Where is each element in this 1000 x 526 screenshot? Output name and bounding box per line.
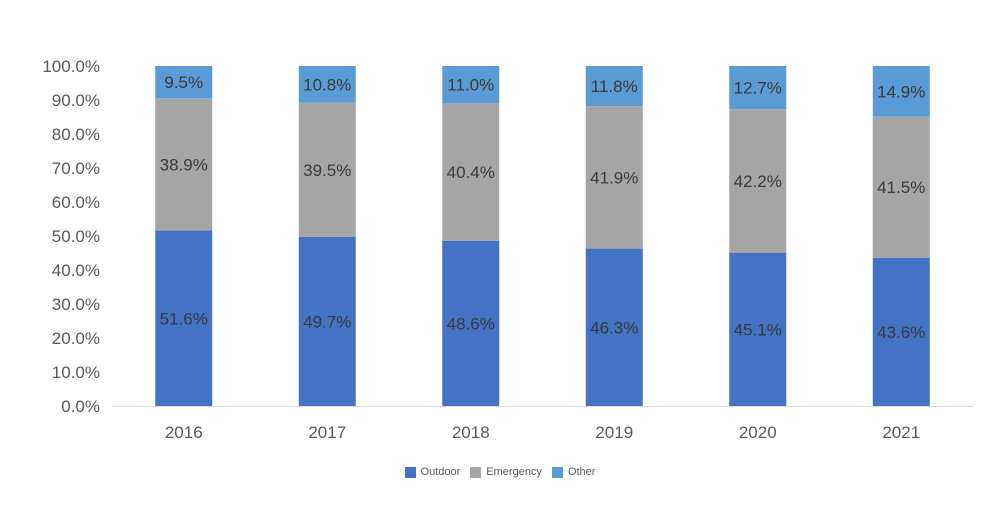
bar-segment-emergency [872,116,930,258]
legend-swatch [551,466,563,478]
y-tick-label: 30.0% [52,295,100,314]
bar-segment-other [872,66,930,117]
legend-label: Emergency [486,466,542,478]
data-label: 11.8% [591,77,638,96]
bar-segment-emergency [298,102,356,238]
data-label: 45.1% [734,320,782,339]
y-tick-label: 10.0% [52,363,100,382]
data-label: 41.5% [877,178,925,197]
bar-segment-other [585,66,643,107]
y-tick-label: 0.0% [61,397,100,416]
bar-segment-emergency [442,103,500,241]
data-label: 49.7% [303,313,351,332]
y-tick-label: 100.0% [42,57,100,76]
bar-segment-outdoor [729,252,787,406]
x-tick-label: 2016 [165,423,203,442]
y-tick-label: 70.0% [52,159,100,178]
legend-item-outdoor: Outdoor [404,466,461,478]
y-tick-label: 40.0% [52,261,100,280]
bar-segment-outdoor [872,257,930,406]
bar-segment-emergency [155,98,213,231]
y-tick-label: 50.0% [52,227,100,246]
bar-segment-emergency [729,109,787,253]
data-label: 12.7% [734,79,782,98]
x-tick-label: 2020 [739,423,777,442]
x-tick-label: 2019 [595,423,633,442]
data-label: 9.5% [164,73,203,92]
bars: 51.6% 38.9% 9.5% 49.7% 39.5% 10.8% 48.6% 40.4% 1… [155,66,930,406]
bar-segment-other [729,66,787,110]
bar-segment-outdoor [442,240,500,406]
legend-item-other: Other [551,466,596,478]
data-label: 42.2% [734,172,782,191]
y-tick-label: 60.0% [52,193,100,212]
legend-swatch [404,466,416,478]
y-tick-label: 20.0% [52,329,100,348]
legend: Outdoor Emergency Other [0,466,1000,478]
data-label: 39.5% [303,161,351,180]
bar-segment-outdoor [298,237,356,406]
data-label: 48.6% [447,314,495,333]
bar-segment-other [442,66,500,104]
legend-item-emergency: Emergency [470,466,542,478]
data-label: 46.3% [590,318,638,337]
legend-label: Other [567,466,596,478]
data-label: 43.6% [877,323,925,342]
x-tick-label: 2018 [452,423,490,442]
legend-swatch [470,466,482,478]
bar-segment-other [155,66,213,99]
y-tick-label: 90.0% [52,91,100,110]
data-label: 38.9% [160,155,208,174]
y-tick-label: 80.0% [52,125,100,144]
bar-segment-outdoor [155,230,213,406]
bar-segment-other [298,66,356,103]
data-label: 11.0% [447,76,494,95]
x-tick-label: 2017 [308,423,346,442]
y-axis: 0.0% 10.0% 20.0% 30.0% 40.0% 50.0% 60.0% 70.0% 8… [42,57,100,416]
data-label: 40.4% [447,163,495,182]
bar-segment-outdoor [585,248,643,406]
data-label: 10.8% [303,75,351,94]
data-label: 51.6% [160,309,208,328]
x-tick-label: 2021 [882,423,920,442]
legend-label: Outdoor [420,466,461,478]
x-axis: 2016 2017 2018 2019 2020 2021 [112,406,973,442]
data-label: 41.9% [590,168,638,187]
data-label: 14.9% [877,82,925,101]
bar-segment-emergency [585,106,643,249]
